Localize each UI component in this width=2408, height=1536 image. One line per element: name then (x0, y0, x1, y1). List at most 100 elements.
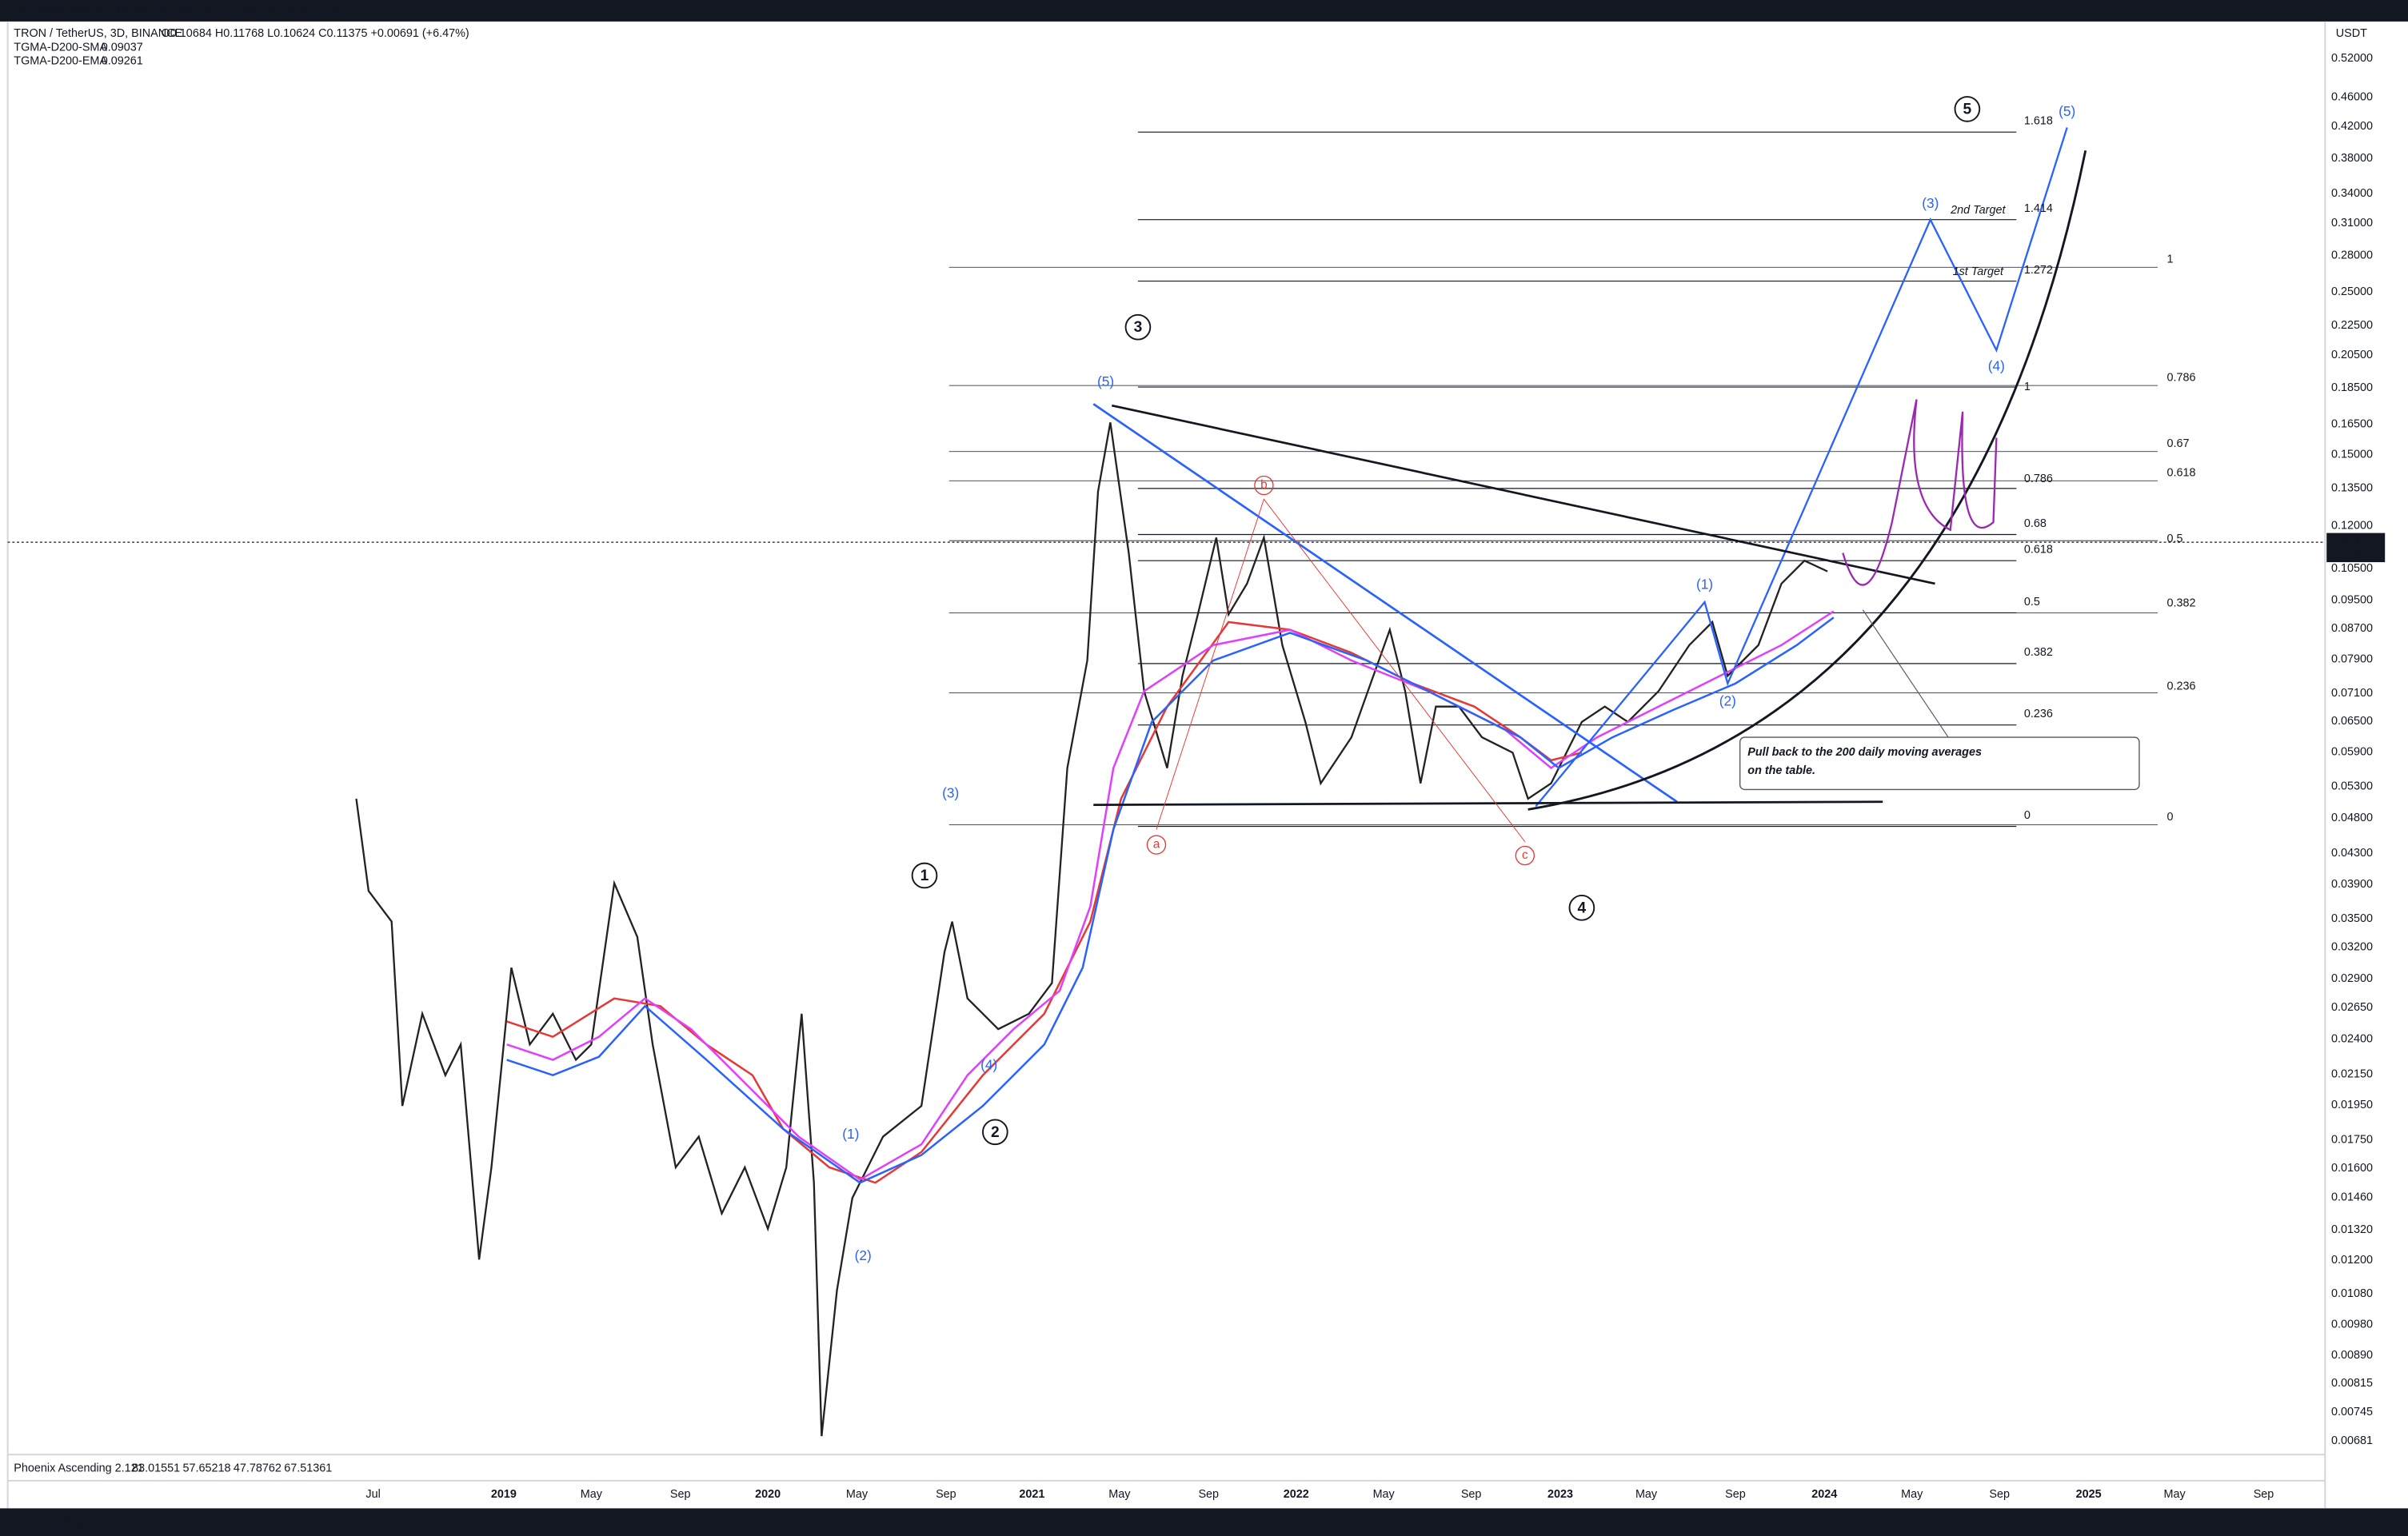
price-label: 0.00980 (2331, 1319, 2373, 1331)
price-label: 0.07900 (2331, 652, 2373, 665)
wave-circle-red (1515, 845, 1535, 866)
black-trendline (1111, 404, 1935, 585)
wave-label-blue: (2) (855, 1247, 872, 1263)
price-label: 0.12000 (2331, 520, 2373, 533)
time-label: Sep (936, 1488, 956, 1501)
oscillator-value: 57.65218 (183, 1462, 231, 1474)
wave-label: 5 (1963, 101, 1972, 118)
time-label: May (581, 1488, 603, 1501)
fib-outer-label: 0.618 (2167, 466, 2196, 479)
wave-label-blue: (1) (1696, 576, 1713, 592)
wave-label: 4 (1578, 900, 1587, 916)
time-label: May (1901, 1488, 1923, 1501)
blue-trendline (1092, 403, 1678, 803)
time-label: 2022 (1284, 1488, 1309, 1501)
target-label: 1st Target (1953, 265, 2004, 278)
indicator-name: TGMA-D200-EMA (14, 55, 107, 68)
indicator-value: 0.09037 (102, 41, 143, 54)
wave-label-blue: (3) (1922, 195, 1939, 211)
price-label: 0.02900 (2331, 972, 2373, 985)
price-label: 0.02650 (2331, 1001, 2373, 1014)
indicator-name: TGMA-D200-SMA (14, 41, 107, 54)
fib-label: 0.68 (2024, 517, 2047, 530)
fib-label: 0.5 (2024, 596, 2040, 608)
fib-label: 0.786 (2024, 473, 2053, 485)
ma-blue (506, 616, 1835, 1184)
wave-label: 1 (920, 868, 929, 884)
time-label: May (2164, 1488, 2186, 1501)
wave-label-blue: (2) (1719, 692, 1736, 708)
price-label: 0.28000 (2331, 249, 2373, 262)
price-label: 0.06500 (2331, 715, 2373, 728)
time-label: 2021 (1019, 1488, 1044, 1501)
fib-outer-label: 0 (2167, 811, 2174, 824)
fib-label: 0 (2024, 809, 2031, 822)
price-label: 0.01950 (2331, 1099, 2373, 1111)
indicator-value: 0.09261 (102, 55, 143, 68)
last-price: 0.11375 (2331, 536, 2372, 549)
fib-outer-label: 0.67 (2167, 437, 2190, 450)
wave-label: 3 (1134, 319, 1143, 336)
footer-text: TradingView (43, 1516, 111, 1529)
last-price-box (2326, 533, 2386, 563)
time-label: 2025 (2076, 1488, 2102, 1501)
wave-label-blue: (4) (980, 1057, 997, 1073)
price-label: 0.42000 (2331, 120, 2373, 133)
wave-label: 2 (991, 1124, 1000, 1141)
countdown: 13:39:27 (2331, 548, 2376, 561)
price-label: 0.00890 (2331, 1349, 2373, 1362)
time-label: 2023 (1547, 1488, 1573, 1501)
fib-outer-label: 0.786 (2167, 371, 2196, 384)
annotation-text: on the table. (1747, 764, 1815, 777)
fib-label: 1.618 (2024, 115, 2053, 128)
fib-label: 0.382 (2024, 646, 2053, 659)
oscillator-value: 67.51361 (284, 1462, 332, 1474)
price-label: 0.04300 (2331, 847, 2373, 860)
price-label: 0.25000 (2331, 285, 2373, 298)
price-label: 0.31000 (2331, 217, 2373, 229)
wave-circle-red (1146, 835, 1167, 855)
time-label: Sep (2254, 1488, 2274, 1501)
support-line (1093, 800, 1883, 806)
price-label: 0.04800 (2331, 812, 2373, 824)
wave-circle (1954, 96, 1981, 122)
parabolic-curve (1527, 150, 2087, 811)
time-label: Jul (365, 1488, 380, 1501)
top-bar (0, 0, 2408, 22)
time-label: Sep (1198, 1488, 1219, 1501)
wave-label-blue: (3) (942, 785, 959, 801)
price-label: 0.22500 (2331, 319, 2373, 332)
fib-label: 0.618 (2024, 544, 2053, 557)
price-label: 0.15000 (2331, 449, 2373, 461)
publisher-text: ssari published on TradingView.com, Jan … (10, 4, 343, 17)
bottom-bar (0, 1508, 2408, 1536)
price-label: 0.00815 (2331, 1377, 2373, 1390)
blue-wave-path (1535, 127, 2068, 808)
fib-label: 1.272 (2024, 264, 2053, 277)
price-label: 0.03900 (2331, 878, 2373, 891)
fib-label: 0.236 (2024, 708, 2053, 720)
price-label: 0.13500 (2331, 482, 2373, 495)
price-label: 0.34000 (2331, 187, 2373, 200)
price-label: 0.01080 (2331, 1287, 2373, 1300)
symbol-text: TRON / TetherUS, 3D, BINANCE (14, 27, 182, 40)
oscillator-value: 47.78762 (234, 1462, 282, 1474)
price-label: 0.52000 (2331, 52, 2373, 65)
ma-red (506, 620, 1583, 1184)
fib-label: 1.414 (2024, 202, 2053, 215)
time-label: 2024 (1811, 1488, 1837, 1501)
wave-label-red: b (1260, 478, 1268, 492)
price-label: 0.38000 (2331, 152, 2373, 165)
price-label: 0.05300 (2331, 780, 2373, 792)
annotation-text: Pull back to the 200 daily moving averag… (1747, 746, 1982, 759)
price-label: 0.05900 (2331, 746, 2373, 759)
time-label: Sep (1461, 1488, 1482, 1501)
price-label: 0.02150 (2331, 1067, 2373, 1080)
price-label: 0.46000 (2331, 91, 2373, 104)
time-label: May (846, 1488, 869, 1501)
fib-lines (948, 131, 2158, 828)
wave-label-blue: (5) (1097, 373, 1114, 389)
